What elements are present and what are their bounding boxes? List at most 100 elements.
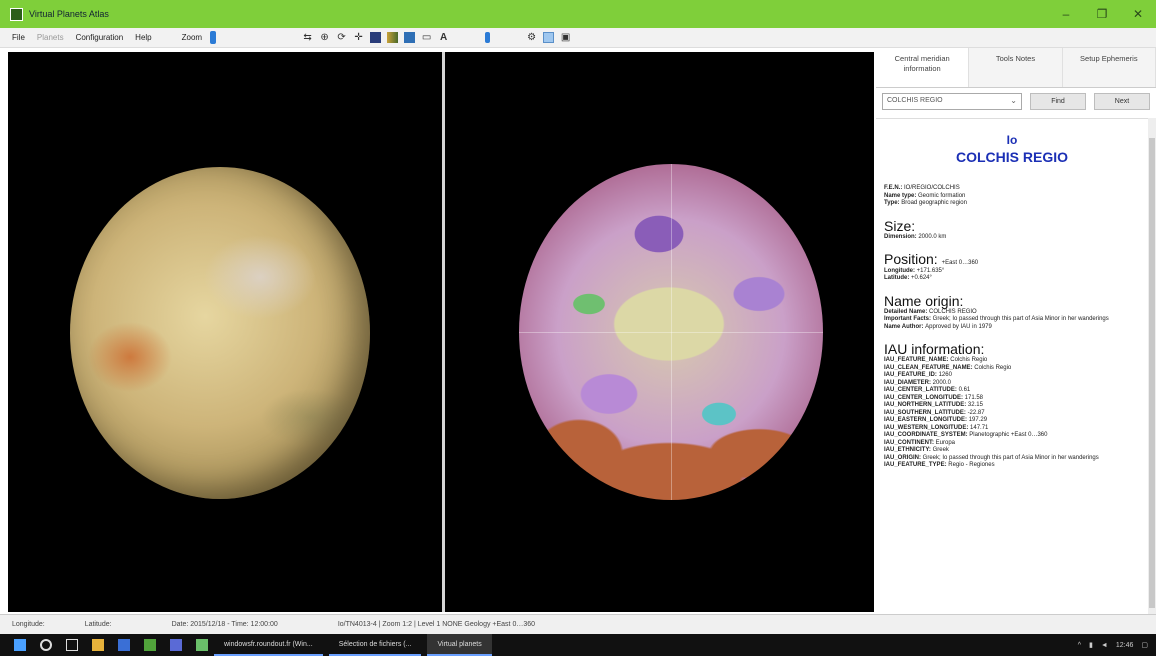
- position-system: +East 0…360: [941, 260, 979, 266]
- io-geology-globe[interactable]: [519, 164, 823, 500]
- info-line: Detailed Name: COLCHIS REGIO: [884, 309, 1140, 317]
- app-blue-icon[interactable]: [170, 639, 182, 651]
- info-line: IAU_FEATURE_NAME: Colchis Regio: [884, 357, 1140, 365]
- geology-viewport[interactable]: [445, 52, 874, 612]
- title-bar: Virtual Planets Atlas – ❐ ✕: [0, 0, 1156, 28]
- meridian-line: [671, 164, 672, 500]
- clock[interactable]: 12:46: [1115, 641, 1134, 649]
- app-green-icon[interactable]: [144, 639, 156, 651]
- info-value: Regio - Regiones: [948, 462, 995, 468]
- info-key: IAU_ETHNICITY:: [884, 447, 933, 453]
- info-line: IAU_CONTINENT: Europa: [884, 440, 1140, 448]
- minimize-button[interactable]: –: [1062, 7, 1070, 21]
- info-line: Longitude: +171.635°: [884, 268, 1140, 276]
- notification-icon[interactable]: ▢: [1141, 642, 1148, 649]
- taskbar-task[interactable]: Sélection de fichiers (...: [328, 634, 422, 656]
- zoom-slider-thumb[interactable]: [210, 31, 217, 44]
- feature-basic-lines: F.E.N.: IO/REGIO/COLCHIS Name type: Geomi…: [884, 185, 1140, 208]
- geology-icon[interactable]: [387, 32, 399, 43]
- windows-start-icon[interactable]: [14, 639, 26, 651]
- maximize-button[interactable]: ❐: [1096, 7, 1108, 21]
- taskbar-task[interactable]: Virtual planets: [427, 634, 492, 656]
- tab-setup-ephemeris[interactable]: Setup Ephemeris: [1063, 48, 1156, 87]
- rotate-icon[interactable]: ⟳: [337, 32, 346, 43]
- globe-grid-icon[interactable]: ⊕: [320, 32, 329, 43]
- info-scrollbar-thumb[interactable]: [1149, 138, 1155, 608]
- info-key: F.E.N.:: [884, 185, 905, 191]
- find-button[interactable]: Find: [1030, 93, 1086, 110]
- close-button[interactable]: ✕: [1132, 7, 1144, 21]
- info-key: IAU_COORDINATE_SYSTEM:: [884, 432, 970, 438]
- settings-icon[interactable]: ⚙: [527, 32, 537, 43]
- info-value: 197.29: [968, 417, 988, 423]
- info-key: IAU_ORIGIN:: [884, 454, 923, 461]
- equator-line: [519, 332, 823, 333]
- info-key: Type:: [884, 200, 902, 206]
- view-icon[interactable]: [543, 32, 555, 43]
- info-value: Broad geographic region: [901, 200, 967, 206]
- grid-icon[interactable]: [404, 32, 416, 43]
- texture-viewport[interactable]: [8, 52, 442, 612]
- feature-select[interactable]: COLCHIS REGIO ⌄: [882, 93, 1022, 110]
- info-key: IAU_CENTER_LONGITUDE:: [884, 394, 965, 401]
- iau-lines: IAU_FEATURE_NAME: Colchis Regio IAU_CLEAN…: [884, 357, 1140, 470]
- next-button[interactable]: Next: [1094, 93, 1150, 110]
- image-icon[interactable]: ▣: [560, 32, 571, 43]
- network-icon[interactable]: ▮: [1089, 642, 1093, 649]
- app-mint-icon[interactable]: [196, 639, 208, 651]
- info-line: IAU_FEATURE_TYPE: Regio - Regiones: [884, 462, 1140, 470]
- search-icon[interactable]: [40, 639, 52, 651]
- tray-chevron-icon[interactable]: ^: [1077, 641, 1082, 649]
- info-value: 171.58: [964, 394, 984, 401]
- info-key: Dimension:: [884, 233, 919, 240]
- info-key: IAU_FEATURE_TYPE:: [884, 462, 949, 468]
- info-line: IAU_ORIGIN: Greek; Io passed through thi…: [884, 455, 1140, 463]
- viewport-divider[interactable]: [442, 52, 445, 612]
- window-title: Virtual Planets Atlas: [29, 9, 109, 19]
- info-value: Colchis Regio: [974, 364, 1012, 371]
- menu-file[interactable]: File: [12, 33, 25, 42]
- info-value: Planetographic +East 0…360: [969, 432, 1048, 438]
- info-key: IAU_CONTINENT:: [884, 439, 936, 446]
- info-key: IAU_CENTER_LATITUDE:: [884, 387, 959, 393]
- menu-planets[interactable]: Planets: [36, 33, 64, 42]
- info-value: Greek: [932, 447, 949, 453]
- flip-icon[interactable]: ⇆: [303, 32, 312, 43]
- io-texture-globe[interactable]: [70, 167, 370, 499]
- taskbar-task[interactable]: windowsfr.roundout.fr (Win...: [214, 634, 323, 656]
- menu-help[interactable]: Help: [135, 33, 152, 42]
- volume-icon[interactable]: ◄: [1100, 641, 1108, 649]
- crosshair-icon[interactable]: ✛: [354, 32, 363, 43]
- info-line: IAU_DIAMETER: 2000.0: [884, 380, 1140, 388]
- globe-viewports: [8, 52, 874, 612]
- status-latitude: Latitude:: [84, 621, 112, 628]
- task-view-icon[interactable]: [66, 639, 78, 651]
- document-icon[interactable]: [118, 639, 130, 651]
- info-line: IAU_EASTERN_LONGITUDE: 197.29: [884, 417, 1140, 425]
- text-tool-icon[interactable]: A: [439, 32, 448, 43]
- info-key: IAU_EASTERN_LONGITUDE:: [884, 417, 969, 423]
- position-title: Position:: [884, 251, 938, 267]
- origin-heading: Name origin:: [884, 292, 964, 309]
- menu-toolbar: File Planets Configuration Help Zoom ⇆ ⊕…: [0, 28, 1156, 48]
- info-value: 32.15: [967, 402, 983, 408]
- info-key: Latitude:: [884, 275, 911, 281]
- tab-central-meridian[interactable]: Central meridian information: [876, 48, 970, 87]
- info-value: Approved by IAU in 1979: [925, 323, 992, 330]
- file-explorer-icon[interactable]: [92, 639, 104, 651]
- ruler-icon[interactable]: ▭: [421, 32, 432, 43]
- panel-tabs: Central meridian information Tools Notes…: [876, 48, 1156, 88]
- status-longitude: Longitude:: [12, 621, 45, 628]
- info-line: Latitude: +0.624°: [884, 275, 1140, 283]
- slider-thumb-icon[interactable]: [485, 32, 491, 43]
- position-heading: Position: +East 0…360: [884, 251, 1140, 268]
- status-details: Io/TN4013-4 | Zoom 1:2 | Level 1 NONE Ge…: [337, 621, 536, 628]
- info-line: IAU_FEATURE_ID: 1260: [884, 372, 1140, 380]
- texture-icon[interactable]: [370, 32, 382, 43]
- menu-configuration[interactable]: Configuration: [75, 33, 124, 42]
- info-key: IAU_WESTERN_LONGITUDE:: [884, 424, 971, 431]
- tab-tools-notes[interactable]: Tools Notes: [969, 48, 1063, 87]
- status-datetime: Date: 2015/12/18 - Time: 12:00:00: [171, 621, 278, 628]
- body-name: Io: [1006, 133, 1018, 147]
- info-scrollbar[interactable]: [1148, 118, 1156, 614]
